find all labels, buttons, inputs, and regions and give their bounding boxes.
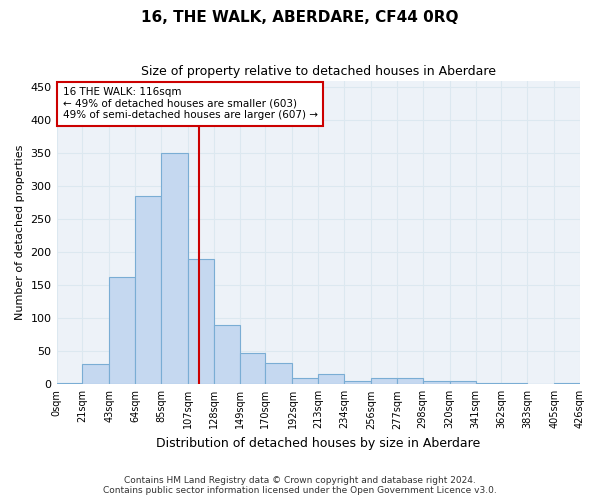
Text: 16, THE WALK, ABERDARE, CF44 0RQ: 16, THE WALK, ABERDARE, CF44 0RQ	[141, 10, 459, 25]
Bar	[82, 364, 109, 384]
Bar	[214, 325, 239, 384]
Bar	[450, 381, 476, 384]
Bar	[344, 381, 371, 384]
Bar	[265, 363, 292, 384]
Bar	[423, 381, 450, 384]
Bar	[371, 378, 397, 384]
Bar	[109, 278, 135, 384]
Bar	[161, 153, 188, 384]
Bar	[56, 383, 82, 384]
Bar	[476, 383, 502, 384]
Title: Size of property relative to detached houses in Aberdare: Size of property relative to detached ho…	[141, 65, 496, 78]
Y-axis label: Number of detached properties: Number of detached properties	[15, 144, 25, 320]
X-axis label: Distribution of detached houses by size in Aberdare: Distribution of detached houses by size …	[156, 437, 481, 450]
Bar	[318, 374, 344, 384]
Bar	[135, 196, 161, 384]
Bar	[502, 383, 527, 384]
Text: Contains HM Land Registry data © Crown copyright and database right 2024.
Contai: Contains HM Land Registry data © Crown c…	[103, 476, 497, 495]
Bar	[239, 352, 265, 384]
Bar	[397, 378, 423, 384]
Bar	[292, 378, 318, 384]
Text: 16 THE WALK: 116sqm
← 49% of detached houses are smaller (603)
49% of semi-detac: 16 THE WALK: 116sqm ← 49% of detached ho…	[62, 87, 317, 120]
Bar	[188, 259, 214, 384]
Bar	[554, 383, 580, 384]
